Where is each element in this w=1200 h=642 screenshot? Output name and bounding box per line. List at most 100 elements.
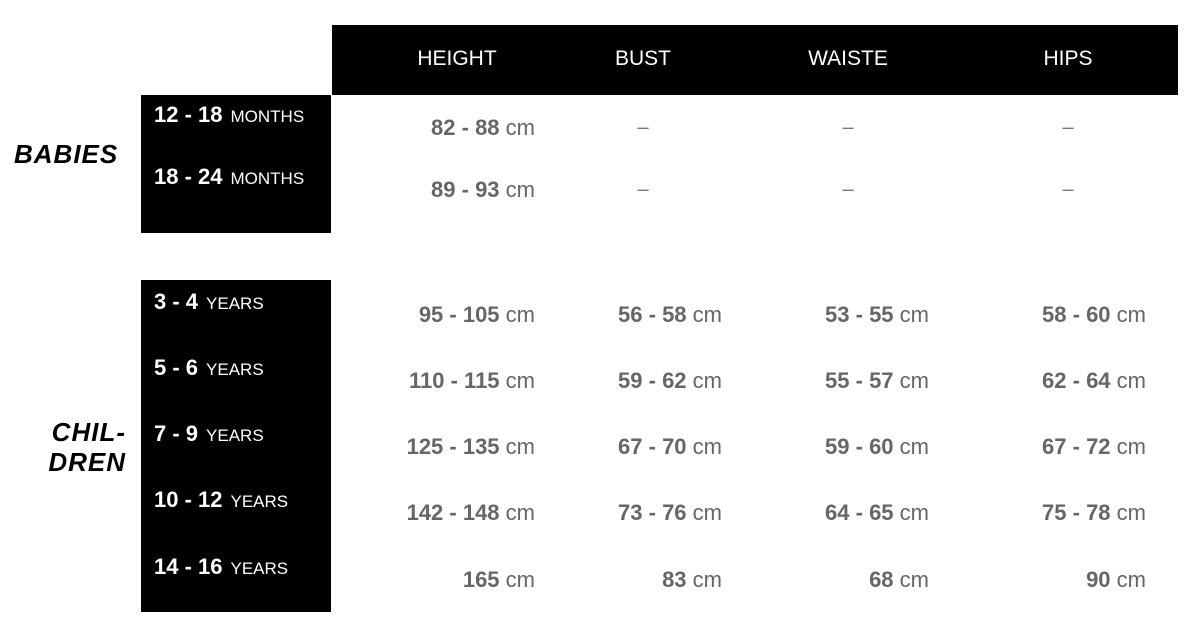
age-box-children: 3 - 4 YEARS 5 - 6 YEARS 7 - 9 YEARS 10 - 12 YEA… [141,280,331,612]
age-range: 5 - 6 YEARS [154,355,264,381]
group-label-line: DREN [48,447,126,477]
group-label-babies: BABIES [14,139,119,169]
measurement-number: 59 - 60 [825,434,894,459]
measurement-unit: cm [499,368,535,393]
measurement-unit: cm [893,368,929,393]
measurement-unit: cm [686,500,722,525]
measurement-number: 90 [1086,567,1111,592]
measurement-value: 58 - 60 cm [1042,302,1146,328]
measurement-number: 89 - 93 [431,177,500,202]
age-range: 7 - 9 YEARS [154,421,264,447]
age-unit: YEARS [206,360,264,379]
measurement-number: 62 - 64 [1042,368,1111,393]
measurement-number: 56 - 58 [618,302,687,327]
measurement-unit: cm [686,302,722,327]
measurement-unit: cm [1110,434,1146,459]
measurement-value: 55 - 57 cm [825,368,929,394]
measurement-number: 55 - 57 [825,368,894,393]
measurement-number: 142 - 148 [406,500,500,525]
measurement-value: 59 - 62 cm [618,368,722,394]
measurement-number: 58 - 60 [1042,302,1111,327]
measurement-value: 73 - 76 cm [618,500,722,526]
age-range: 14 - 16 YEARS [154,554,288,580]
measurement-unit: cm [499,434,535,459]
measurement-unit: cm [499,567,535,592]
measurement-value: 142 - 148 cm [407,500,535,526]
age-unit: YEARS [230,492,289,511]
measurement-unit: cm [893,500,929,525]
measurement-number: 110 - 115 [409,368,500,393]
measurement-unit: cm [499,302,535,327]
empty-value: – [1062,178,1074,201]
column-header: HEIGHT BUST WAISTE HIPS [332,25,1178,95]
empty-value: – [842,116,854,139]
age-range-value: 7 - 9 [154,421,199,446]
measurement-unit: cm [1110,500,1146,525]
age-unit: MONTHS [230,107,305,126]
measurement-number: 75 - 78 [1042,500,1111,525]
measurement-unit: cm [893,302,929,327]
measurement-value: 82 - 88 cm [431,115,535,141]
measurement-number: 64 - 65 [825,500,894,525]
age-range: 10 - 12 YEARS [154,487,288,513]
measurement-number: 67 - 70 [618,434,687,459]
empty-value: – [1062,116,1074,139]
age-range-value: 18 - 24 [154,164,223,189]
measurement-number: 59 - 62 [618,368,687,393]
column-header-height: HEIGHT [417,47,497,70]
measurement-unit: cm [1110,567,1146,592]
age-range: 3 - 4 YEARS [154,289,264,315]
measurement-unit: cm [686,368,722,393]
measurement-unit: cm [893,434,929,459]
measurement-unit: cm [499,115,535,140]
age-unit: YEARS [230,559,289,578]
measurement-number: 95 - 105 [418,302,500,327]
age-range-value: 14 - 16 [154,554,223,579]
measurement-value: 53 - 55 cm [825,302,929,328]
measurement-unit: cm [686,567,722,592]
measurement-value: 165 cm [463,567,535,593]
measurement-value: 90 cm [1086,567,1146,593]
age-range-value: 5 - 6 [154,355,199,380]
measurement-value: 64 - 65 cm [825,500,929,526]
measurement-unit: cm [1110,302,1146,327]
column-header-waiste: WAISTE [808,47,888,70]
measurement-value: 75 - 78 cm [1042,500,1146,526]
age-range-value: 3 - 4 [154,289,199,314]
measurement-value: 59 - 60 cm [825,434,929,460]
measurement-value: 68 cm [869,567,929,593]
measurement-value: 125 - 135 cm [407,434,535,460]
age-unit: MONTHS [230,169,305,188]
measurement-number: 73 - 76 [618,500,687,525]
measurement-unit: cm [893,567,929,592]
age-unit: YEARS [206,426,264,445]
measurement-unit: cm [1110,368,1146,393]
measurement-unit: cm [686,434,722,459]
measurement-number: 165 [462,567,500,592]
measurement-value: 67 - 70 cm [618,434,722,460]
age-range-value: 10 - 12 [154,487,223,512]
age-unit: YEARS [206,294,264,313]
age-range: 18 - 24 MONTHS [154,164,304,190]
group-label-line: CHIL- [51,417,126,447]
measurement-number: 53 - 55 [825,302,894,327]
measurement-value: 67 - 72 cm [1042,434,1146,460]
measurement-value: 110 - 115 cm [409,368,535,394]
measurement-value: 56 - 58 cm [618,302,722,328]
empty-value: – [637,116,649,139]
column-header-hips: HIPS [1043,47,1093,70]
empty-value: – [637,178,649,201]
measurement-value: 83 cm [662,567,722,593]
measurement-number: 68 [869,567,894,592]
measurement-value: 95 - 105 cm [419,302,535,328]
age-range: 12 - 18 MONTHS [154,102,304,128]
age-range-value: 12 - 18 [154,102,223,127]
measurement-number: 125 - 135 [406,434,500,459]
measurement-value: 62 - 64 cm [1042,368,1146,394]
empty-value: – [842,178,854,201]
measurement-unit: cm [499,177,535,202]
measurement-number: 82 - 88 [431,115,500,140]
measurement-unit: cm [499,500,535,525]
measurement-value: 89 - 93 cm [431,177,535,203]
